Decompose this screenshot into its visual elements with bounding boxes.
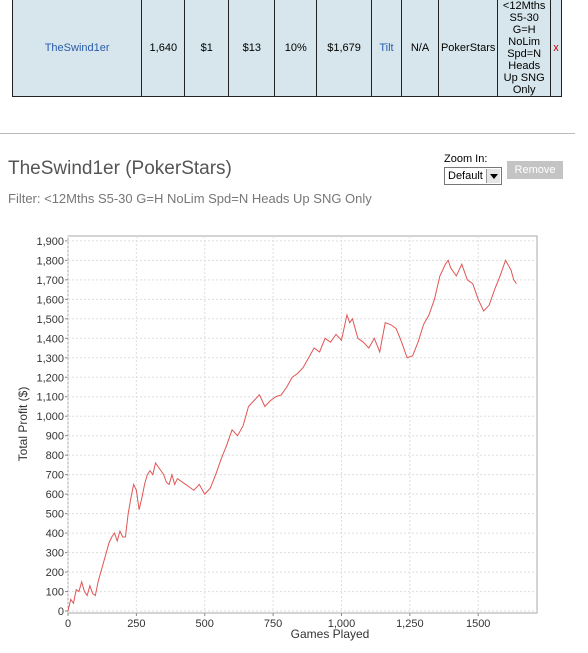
zoom-label: Zoom In: [444,153,488,165]
panel-title: TheSwind1er (PokerStars) [8,158,232,179]
cell: N/A [401,0,439,97]
filter-text: Filter: <12Mths S5-30 G=H NoLim Spd=N He… [8,191,372,206]
remove-button[interactable]: Remove [507,161,563,179]
cell: $1,679 [316,0,372,97]
y-tick-label: 1,200 [36,372,64,384]
y-tick-label: 500 [46,509,64,521]
x-tick-label: 1500 [466,618,490,630]
y-tick-label: 1,300 [36,353,64,365]
y-tick-label: 1,000 [36,411,64,423]
x-tick-label: 250 [127,618,145,630]
cell: $1 [184,0,230,97]
profit-line [67,259,517,612]
x-tick-label: 0 [65,618,71,630]
y-tick-label: 1,600 [36,294,64,306]
x-tick-label: 1,250 [396,618,424,630]
cell: PokerStars [437,0,499,97]
x-tick-label: 1,000 [328,618,356,630]
x-axis-label: Games Played [291,627,370,641]
filter-cell: <12Mths S5-30 G=H NoLim Spd=N Heads Up S… [497,0,551,97]
y-tick-label: 900 [46,431,64,443]
cell: 1,640 [141,0,186,97]
zoom-value: Default [448,170,483,182]
y-tick-label: 800 [46,450,64,462]
y-tick-label: 1,100 [36,392,64,404]
y-tick-label: 1,900 [36,236,64,248]
player-link[interactable]: TheSwind1er [11,0,143,97]
y-tick-label: 400 [46,528,64,540]
y-tick-label: 0 [58,606,64,618]
results-table: TheSwind1er 1,640 $1 $13 10% $1,679 Tilt… [11,0,563,97]
y-tick-label: 1,500 [36,314,64,326]
y-tick-label: 1,800 [36,255,64,267]
table-row: TheSwind1er 1,640 $1 $13 10% $1,679 Tilt… [11,0,563,97]
y-tick-label: 1,400 [36,333,64,345]
y-tick-label: 700 [46,470,64,482]
y-tick-label: 100 [46,587,64,599]
y-tick-label: 600 [46,489,64,501]
x-tick-label: 500 [196,618,214,630]
zoom-select[interactable]: Default [444,167,502,185]
x-tick-label: 750 [264,618,282,630]
cell: 10% [274,0,318,97]
plot-area [67,235,538,614]
y-axis-label: Total Profit ($) [16,387,30,462]
y-tick-label: 1,700 [36,275,64,287]
cell: $13 [228,0,276,97]
tilt-link[interactable]: Tilt [370,0,403,97]
separator [0,133,575,134]
y-tick-label: 300 [46,548,64,560]
delete-link[interactable]: x [549,0,563,97]
y-tick-label: 200 [46,567,64,579]
dropdown-arrow [486,169,500,183]
